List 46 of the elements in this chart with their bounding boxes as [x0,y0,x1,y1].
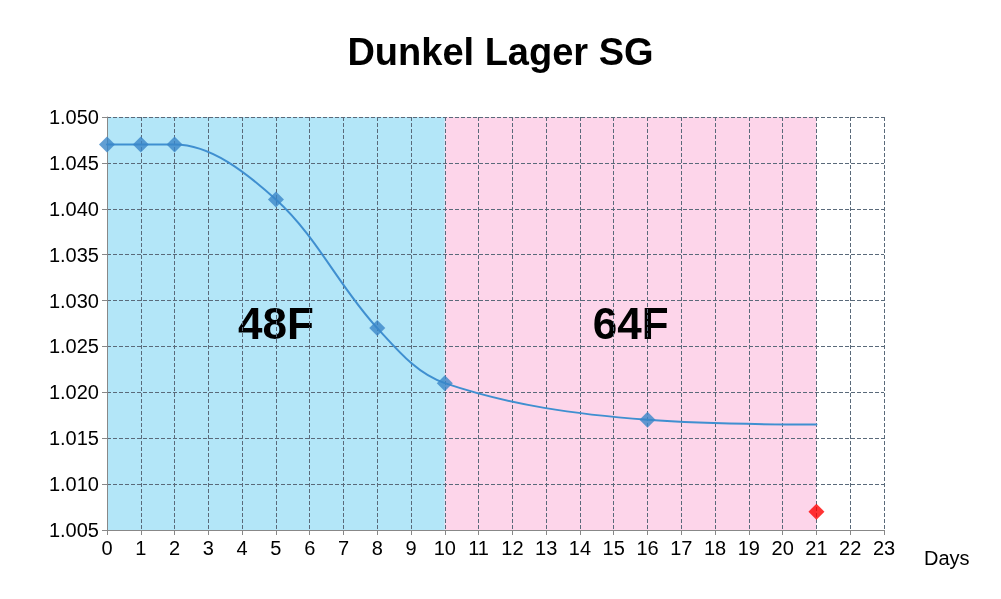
band-label: 48F [238,299,314,348]
x-tick-label: 8 [371,537,383,559]
y-tick-label: 1.045 [48,151,99,174]
point [436,375,453,392]
point [267,191,284,208]
x-tick-label: 22 [839,537,862,559]
point [639,411,656,428]
y-tick-label: 1.015 [48,427,99,450]
chart-title: Dunkel Lager SG [347,31,654,73]
x-tick-label: 16 [636,537,659,559]
y-tick-label: 1.005 [48,519,99,541]
x-tick-label: 21 [805,537,828,559]
y-tick-label: 1.010 [48,473,99,496]
x-tick-label: 3 [202,537,214,559]
x-tick-label: 0 [101,537,113,559]
x-tick-label: 15 [602,537,625,559]
x-tick-label: 13 [535,537,558,559]
x-tick-label: 10 [433,537,456,559]
point [808,503,825,520]
x-tick-label: 9 [405,537,417,559]
x-tick-label: 23 [872,537,896,559]
x-tick-label: 6 [304,537,316,559]
x-tick-label: 1 [135,537,147,559]
y-tick-label: 1.050 [48,106,99,128]
x-axis-title: Days [924,547,970,569]
y-tick-label: 1.035 [48,243,99,266]
y-tick-label: 1.040 [48,197,99,220]
x-tick-label: 19 [737,537,760,559]
band-label: 64F [592,299,669,348]
point [369,320,386,337]
x-tick-label: 12 [501,537,524,559]
point [99,136,115,153]
x-tick-label: 14 [568,537,592,559]
point [132,136,149,153]
x-tick-label: 17 [670,537,693,559]
x-tick-label: 11 [468,537,489,559]
y-tick-label: 1.030 [48,289,99,312]
x-tick-label: 4 [236,537,248,559]
x-tick-label: 5 [270,537,282,559]
x-tick-label: 18 [703,537,727,559]
y-tick-label: 1.025 [48,335,99,358]
x-tick-label: 7 [337,537,350,559]
y-tick-label: 1.020 [48,381,99,404]
x-tick-label: 20 [771,537,794,559]
point [166,136,183,153]
x-tick-label: 2 [169,537,181,559]
